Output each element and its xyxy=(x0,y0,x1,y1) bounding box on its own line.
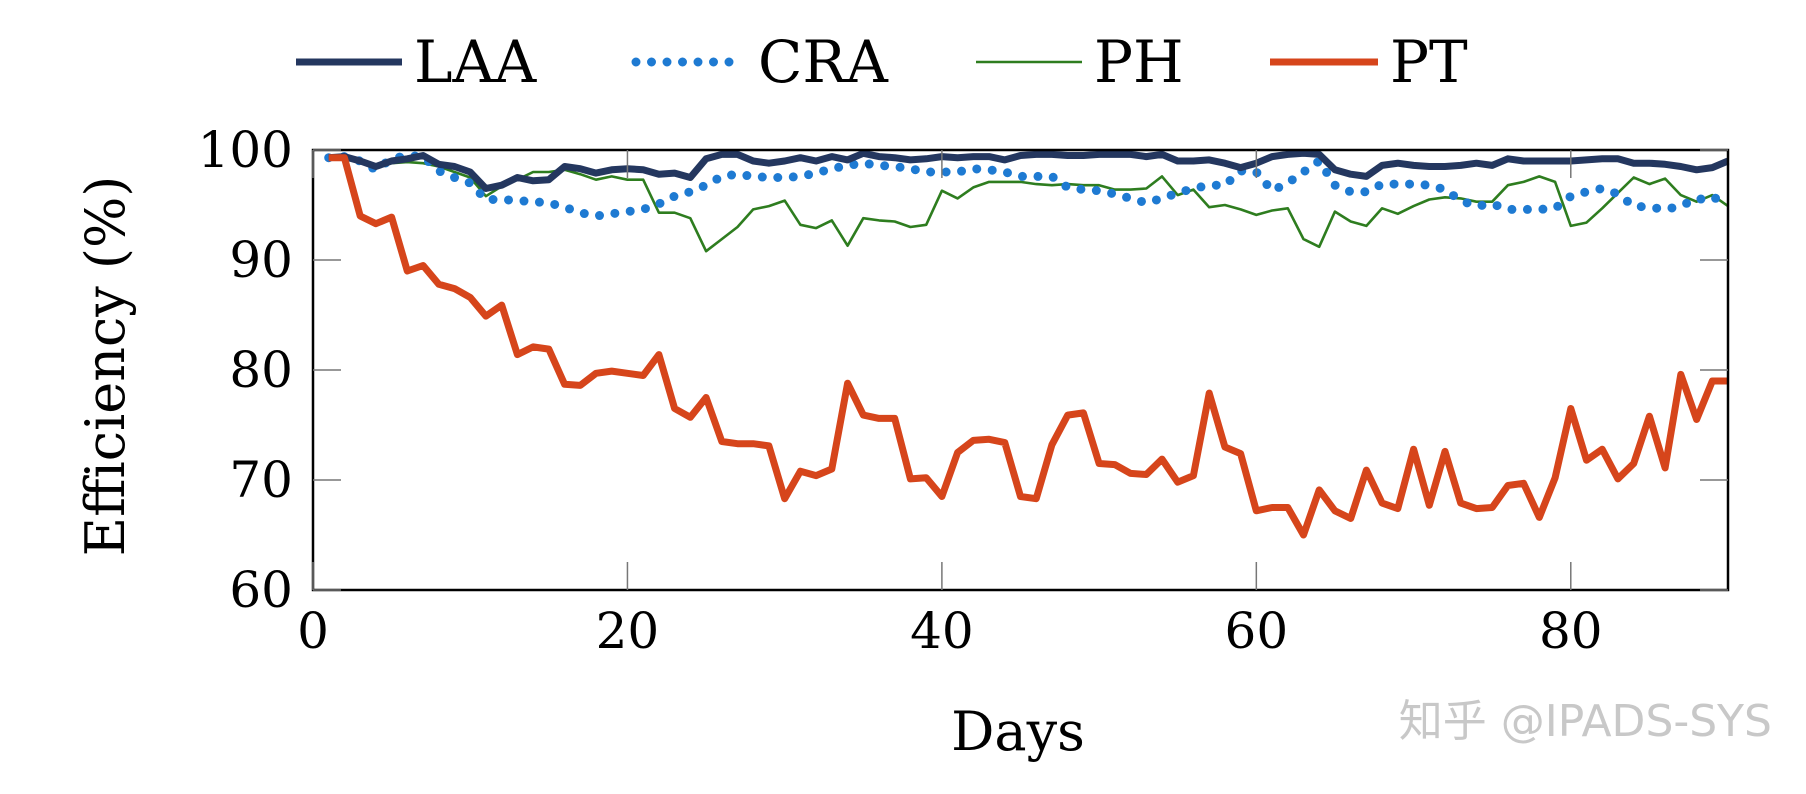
series-line-pt xyxy=(328,154,1728,539)
series-line-cra xyxy=(324,151,1733,221)
x-tick-label: 0 xyxy=(297,602,329,660)
legend-label-laa: LAA xyxy=(414,28,537,96)
y-tick-label: 80 xyxy=(229,341,293,399)
series-line-laa xyxy=(328,149,1730,192)
x-axis-title: Days xyxy=(951,700,1085,763)
y-tick-label: 70 xyxy=(229,451,293,509)
y-tick-label: 100 xyxy=(198,121,293,179)
x-tick-label: 80 xyxy=(1539,602,1603,660)
legend: LAA CRA PH PT xyxy=(296,28,1468,96)
legend-label-cra: CRA xyxy=(758,28,889,96)
x-tick-label: 60 xyxy=(1225,602,1289,660)
axes: 0 20 40 60 80 60 70 80 90 100 xyxy=(198,121,1730,660)
plot-frame xyxy=(311,148,1730,592)
x-tick-label: 40 xyxy=(910,602,974,660)
series-layer xyxy=(324,149,1733,539)
y-tick-label: 60 xyxy=(229,561,293,619)
legend-label-ph: PH xyxy=(1094,28,1184,96)
watermark: 知乎 @IPADS-SYS xyxy=(1399,696,1772,747)
x-tick-label: 20 xyxy=(596,602,660,660)
y-tick-label: 90 xyxy=(229,231,293,289)
y-axis-title: Efficiency (%) xyxy=(74,176,137,557)
legend-label-pt: PT xyxy=(1390,28,1468,96)
